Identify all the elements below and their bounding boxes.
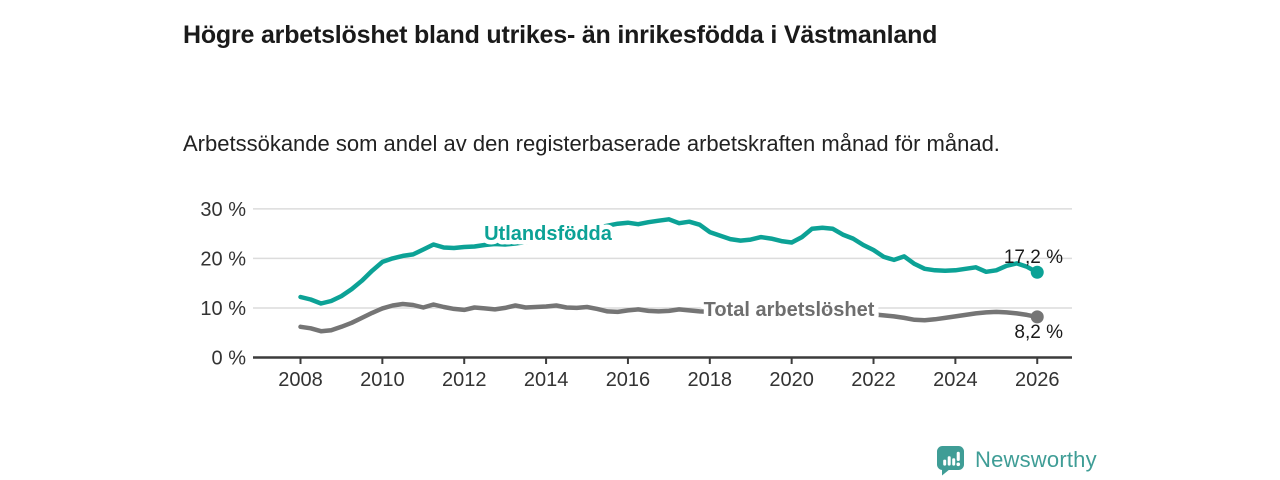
end-value-total-arbetsloshet: 8,2 % [1014,322,1063,343]
series-line-utlandsf-dda [298,217,1040,306]
y-tick-label: 10 % [200,298,246,320]
chart-labels: Utlandsfödda Total arbetslöshet 17,2 % 8… [480,219,1063,344]
series-line-total-arbetsl-shet [298,301,1040,334]
gridlines: 0 % 10 % 20 % 30 % [200,199,1072,370]
chart-title: Högre arbetslöshet bland utrikes- än inr… [183,20,938,49]
x-tick-label: 2014 [524,369,569,391]
x-tick-label: 2008 [278,369,323,391]
x-tick-label: 2024 [933,369,978,391]
y-tick-label: 20 % [200,248,246,270]
series-label-total-arbetsloshet: Total arbetslöshet [704,299,875,321]
x-tick-label: 2018 [688,369,733,391]
end-value-utlandsfodda: 17,2 % [1004,247,1063,268]
series-end-dot [1030,265,1044,279]
newsworthy-logo: Newsworthy [936,444,1097,476]
x-tick-label: 2010 [360,369,405,391]
series-label-utlandsfodda: Utlandsfödda [484,223,613,245]
series-end-dot [1030,310,1044,324]
bar-chart-speech-bubble-icon [937,445,964,475]
y-tick-label: 30 % [200,199,246,221]
x-tick-label: 2012 [442,369,487,391]
x-axis: 2008 2010 2012 2014 2016 2018 2020 2022 2024 2026 [253,356,1072,391]
brand-wordmark: Newsworthy [975,447,1097,472]
x-tick-label: 2016 [606,369,651,391]
x-tick-label: 2020 [769,369,814,391]
data-series-lines [298,217,1044,334]
chart-subtitle: Arbetssökande som andel av den registerb… [183,131,1000,156]
x-tick-label: 2026 [1015,369,1060,391]
y-tick-label: 0 % [212,348,247,370]
x-tick-label: 2022 [851,369,896,391]
